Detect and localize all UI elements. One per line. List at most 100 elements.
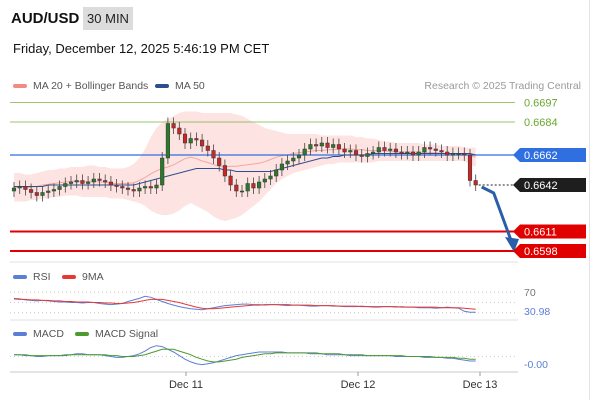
candle-body-35: [211, 150, 216, 159]
candle-body-73: [428, 147, 433, 150]
candle-body-68: [399, 151, 404, 154]
time-tick-label-0: Dec 11: [169, 379, 203, 391]
candle-body-51: [302, 148, 307, 156]
candle-body-59: [348, 150, 353, 153]
timeframe-badge[interactable]: 30 MIN: [83, 7, 133, 30]
candle-body-45: [268, 175, 273, 180]
candle-body-58: [342, 148, 347, 153]
candle-body-78: [456, 153, 461, 155]
candle-body-34: [205, 145, 210, 151]
time-tick-label-2: Dec 13: [463, 379, 498, 391]
candle-body-79: [462, 153, 467, 156]
candle-body-2: [23, 186, 28, 190]
candle-body-70: [410, 151, 416, 156]
candle-body-22: [137, 187, 142, 192]
time-tick-label-1: Dec 12: [341, 379, 376, 391]
candle-body-6: [46, 190, 51, 193]
candle-body-53: [314, 144, 319, 147]
macd-panel: -0.00: [10, 345, 548, 371]
candle-body-9: [63, 183, 68, 187]
candle-body-61: [359, 154, 364, 157]
price-level-tag-0.6662: [513, 148, 586, 162]
rsi-legend-label: RSI: [33, 271, 51, 283]
candle-body-69: [405, 151, 410, 154]
candle-body-33: [200, 139, 205, 147]
candle-body-39: [234, 184, 239, 192]
ma50-legend-label: MA 50: [175, 80, 205, 92]
candle-body-63: [371, 151, 376, 154]
candle-body-3: [29, 189, 34, 193]
macd-series-MACD-Signal: [14, 348, 476, 363]
candle-body-57: [336, 144, 341, 150]
price-level-label-0.6662: 0.6662: [524, 150, 558, 162]
macd-legend-label: MACD: [33, 328, 64, 340]
chart-datetime: Friday, December 12, 2025 5:46:19 PM CET: [13, 41, 270, 56]
ma20-line: [14, 148, 476, 189]
macd-signal-legend-label: MACD Signal: [95, 328, 159, 340]
bollinger-legend-label: MA 20 + Bollinger Bands: [33, 80, 149, 92]
candle-body-28: [171, 123, 176, 129]
rsi-panel: 70 30.98: [10, 287, 550, 318]
candle-body-14: [91, 178, 96, 183]
candle-body-74: [433, 148, 438, 151]
candle-body-24: [148, 186, 153, 189]
price-level-label-0.6598: 0.6598: [524, 246, 558, 258]
candle-body-27: [165, 123, 170, 159]
candle-body-15: [97, 178, 102, 181]
rsi-legend: RSI 9MA: [0, 271, 200, 285]
candle-body-18: [114, 184, 119, 187]
candle-body-48: [285, 160, 290, 165]
candle-body-56: [331, 144, 336, 148]
price-panel: 0.6697 0.6684 0.6662 0.6642 0.6611 0.6598: [10, 98, 586, 258]
forecast-arrow-line: [481, 185, 514, 244]
candle-body-76: [445, 151, 450, 156]
candle-body-44: [262, 178, 267, 183]
candle-body-10: [68, 181, 74, 184]
candle-body-26: [160, 157, 165, 186]
rsi-tick-70: 70: [524, 287, 536, 299]
candle-body-11: [74, 180, 79, 183]
candle-body-46: [274, 169, 279, 177]
bollinger-swatch: [13, 84, 27, 88]
forecast-arrow-head: [505, 237, 519, 252]
candle-body-65: [382, 147, 387, 151]
macd-signal-swatch: [75, 332, 89, 336]
candle-body-42: [251, 183, 256, 189]
price-level-label-0.6642: 0.6642: [524, 180, 558, 192]
candle-body-29: [177, 127, 182, 135]
ma50-swatch: [155, 84, 169, 88]
rsi-series-9MA: [13, 298, 476, 310]
bollinger-band-fill: [14, 111, 476, 221]
candle-body-36: [217, 157, 222, 166]
time-axis: Dec 11 Dec 12 Dec 13: [169, 372, 497, 391]
research-credit: Research © 2025 Trading Central: [424, 80, 581, 92]
candle-body-41: [245, 183, 250, 192]
price-level-label-0.6684: 0.6684: [524, 117, 558, 129]
macd-swatch: [13, 332, 27, 336]
candle-body-7: [51, 189, 56, 192]
candle-body-75: [439, 150, 444, 153]
candle-body-13: [86, 181, 91, 184]
candle-body-67: [393, 148, 398, 153]
candle-body-54: [319, 142, 324, 147]
candle-body-47: [279, 163, 284, 171]
candle-body-19: [120, 186, 125, 189]
candle-body-0: [11, 187, 17, 192]
candle-body-16: [103, 180, 108, 183]
candle-body-50: [296, 154, 302, 159]
candle-body-49: [291, 157, 296, 162]
candle-body-20: [125, 187, 131, 190]
candle-body-38: [228, 175, 233, 186]
candle-body-72: [422, 147, 427, 153]
candle-body-21: [131, 189, 136, 192]
price-level-label-0.6697: 0.6697: [524, 98, 558, 110]
candle-body-12: [80, 180, 85, 184]
price-level-tag-0.6598: [513, 244, 586, 258]
candle-body-60: [353, 150, 359, 156]
rsi-series-RSI: [13, 295, 476, 313]
ma50-line: [14, 153, 476, 187]
candle-body-80: [467, 154, 473, 181]
symbol-title: AUD/USD: [11, 10, 80, 27]
macd-current-value: -0.00: [524, 359, 548, 371]
